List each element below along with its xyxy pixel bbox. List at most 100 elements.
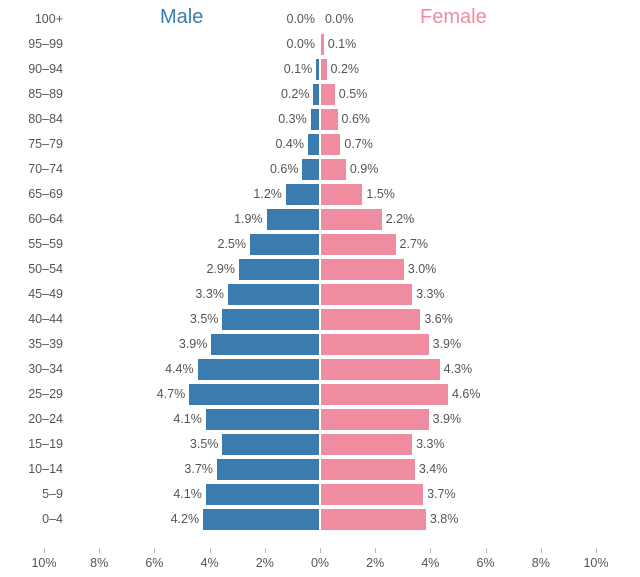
x-tick (265, 548, 266, 553)
male-value: 3.5% (190, 437, 219, 451)
female-bar (321, 434, 412, 455)
female-bar (321, 209, 382, 230)
male-value: 3.3% (195, 287, 224, 301)
male-value: 1.9% (234, 212, 263, 226)
male-bar (203, 509, 319, 530)
age-label: 100+ (8, 12, 63, 26)
age-label: 80–84 (8, 112, 63, 126)
x-tick (154, 548, 155, 553)
male-bar (222, 434, 319, 455)
male-value: 4.7% (157, 387, 186, 401)
female-bar (321, 284, 412, 305)
age-label: 5–9 (8, 487, 63, 501)
age-label: 30–34 (8, 362, 63, 376)
female-bar (321, 409, 429, 430)
female-bar (321, 484, 423, 505)
female-bar (321, 59, 327, 80)
female-bar (321, 184, 362, 205)
female-value: 1.5% (366, 187, 395, 201)
male-bar (316, 59, 319, 80)
male-value: 3.9% (179, 337, 208, 351)
male-bar (228, 284, 319, 305)
x-axis-label: 6% (477, 556, 495, 570)
male-value: 1.2% (253, 187, 282, 201)
female-value: 0.2% (331, 62, 360, 76)
male-bar (198, 359, 319, 380)
population-pyramid-chart: Male Female 100+0.0%0.0%95–990.0%0.1%90–… (0, 0, 640, 577)
female-bar (321, 384, 448, 405)
male-value: 3.7% (184, 462, 213, 476)
female-value: 0.0% (325, 12, 354, 26)
female-bar (321, 259, 404, 280)
female-bar (321, 109, 338, 130)
x-axis-label: 4% (421, 556, 439, 570)
x-tick (375, 548, 376, 553)
female-value: 2.2% (386, 212, 415, 226)
female-value: 3.7% (427, 487, 456, 501)
female-value: 3.6% (424, 312, 453, 326)
male-bar (211, 334, 319, 355)
female-value: 0.6% (342, 112, 371, 126)
female-bar (321, 334, 429, 355)
x-axis-label: 8% (532, 556, 550, 570)
male-bar (189, 384, 319, 405)
male-bar (311, 109, 319, 130)
female-bar (321, 84, 335, 105)
female-bar (321, 459, 415, 480)
male-bar (206, 484, 319, 505)
male-bar (313, 84, 319, 105)
age-label: 40–44 (8, 312, 63, 326)
age-label: 20–24 (8, 412, 63, 426)
age-label: 10–14 (8, 462, 63, 476)
x-tick (541, 548, 542, 553)
female-value: 2.7% (400, 237, 429, 251)
age-label: 0–4 (8, 512, 63, 526)
female-value: 3.9% (433, 412, 462, 426)
male-bar (206, 409, 319, 430)
x-tick (486, 548, 487, 553)
male-value: 2.9% (206, 262, 235, 276)
x-axis-label: 2% (366, 556, 384, 570)
age-label: 60–64 (8, 212, 63, 226)
female-value: 0.7% (344, 137, 373, 151)
age-label: 25–29 (8, 387, 63, 401)
x-axis-label: 8% (90, 556, 108, 570)
x-axis-label: 10% (583, 556, 608, 570)
male-value: 0.0% (287, 37, 316, 51)
male-bar (250, 234, 319, 255)
x-tick (430, 548, 431, 553)
x-tick (320, 548, 321, 553)
male-value: 3.5% (190, 312, 219, 326)
female-bar (321, 309, 420, 330)
male-value: 0.3% (278, 112, 307, 126)
male-value: 0.2% (281, 87, 310, 101)
female-value: 0.9% (350, 162, 379, 176)
female-value: 4.6% (452, 387, 481, 401)
female-value: 3.8% (430, 512, 459, 526)
male-header: Male (160, 6, 203, 29)
male-value: 0.6% (270, 162, 299, 176)
x-tick (44, 548, 45, 553)
x-axis-label: 6% (145, 556, 163, 570)
male-value: 0.0% (287, 12, 316, 26)
male-value: 0.4% (275, 137, 304, 151)
female-value: 3.3% (416, 437, 445, 451)
male-value: 2.5% (218, 237, 247, 251)
female-value: 3.4% (419, 462, 448, 476)
male-value: 4.4% (165, 362, 194, 376)
male-bar (217, 459, 319, 480)
x-axis-label: 4% (201, 556, 219, 570)
male-bar (286, 184, 319, 205)
age-label: 15–19 (8, 437, 63, 451)
x-axis-label: 2% (256, 556, 274, 570)
female-bar (321, 509, 426, 530)
male-bar (308, 134, 319, 155)
female-value: 3.0% (408, 262, 437, 276)
female-value: 3.3% (416, 287, 445, 301)
age-label: 95–99 (8, 37, 63, 51)
male-bar (239, 259, 319, 280)
age-label: 35–39 (8, 337, 63, 351)
age-label: 50–54 (8, 262, 63, 276)
age-label: 75–79 (8, 137, 63, 151)
male-bar (222, 309, 319, 330)
